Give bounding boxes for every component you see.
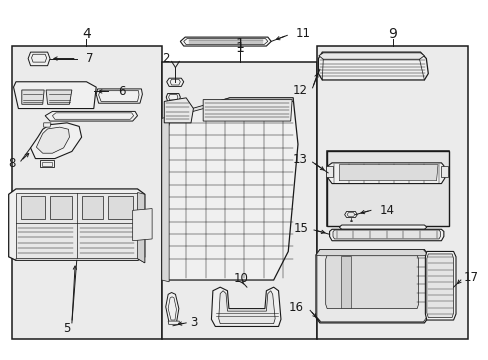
Polygon shape: [162, 116, 169, 282]
Polygon shape: [332, 230, 440, 239]
Text: 6: 6: [118, 85, 125, 98]
Polygon shape: [168, 321, 179, 324]
Polygon shape: [40, 160, 54, 167]
Text: 8: 8: [9, 157, 16, 170]
Text: 7: 7: [86, 52, 94, 65]
Polygon shape: [46, 90, 72, 104]
Text: 17: 17: [462, 271, 477, 284]
Polygon shape: [16, 193, 137, 258]
Polygon shape: [50, 196, 72, 219]
Polygon shape: [180, 37, 271, 46]
Text: 15: 15: [293, 222, 308, 235]
Polygon shape: [426, 254, 453, 318]
Polygon shape: [137, 193, 144, 263]
Text: 13: 13: [292, 153, 307, 166]
Polygon shape: [325, 166, 332, 177]
Polygon shape: [108, 196, 132, 219]
Polygon shape: [165, 293, 179, 323]
Polygon shape: [30, 123, 81, 158]
Polygon shape: [21, 196, 45, 219]
Polygon shape: [203, 100, 291, 121]
Polygon shape: [166, 98, 292, 118]
Polygon shape: [166, 78, 183, 86]
Text: 1: 1: [235, 37, 244, 50]
Polygon shape: [318, 52, 427, 80]
Text: 4: 4: [82, 27, 91, 41]
Polygon shape: [43, 123, 51, 127]
Polygon shape: [96, 89, 142, 103]
Text: 2: 2: [162, 52, 169, 65]
Polygon shape: [339, 225, 426, 229]
Polygon shape: [325, 255, 418, 309]
Bar: [326, 152, 448, 226]
Polygon shape: [16, 257, 144, 263]
Polygon shape: [22, 90, 44, 104]
Polygon shape: [329, 229, 443, 241]
Polygon shape: [315, 249, 427, 256]
Polygon shape: [45, 111, 137, 121]
Bar: [12, 46, 162, 339]
Polygon shape: [340, 256, 351, 307]
Polygon shape: [315, 249, 427, 323]
Polygon shape: [316, 251, 426, 322]
Polygon shape: [346, 212, 354, 216]
Polygon shape: [36, 127, 69, 153]
Polygon shape: [81, 196, 103, 219]
Polygon shape: [132, 208, 152, 241]
Bar: [162, 62, 317, 339]
Polygon shape: [344, 211, 357, 217]
Polygon shape: [211, 287, 281, 327]
Polygon shape: [14, 82, 96, 109]
Polygon shape: [28, 52, 50, 66]
Text: 11: 11: [295, 27, 310, 40]
Polygon shape: [327, 163, 444, 184]
Polygon shape: [162, 98, 297, 280]
Bar: [326, 152, 448, 226]
Polygon shape: [9, 189, 144, 260]
Polygon shape: [339, 165, 437, 181]
Polygon shape: [318, 53, 424, 59]
Text: 3: 3: [190, 316, 197, 329]
Polygon shape: [164, 98, 193, 123]
Polygon shape: [218, 291, 275, 324]
Text: 1: 1: [235, 41, 244, 55]
Text: 12: 12: [292, 84, 307, 97]
Polygon shape: [425, 251, 455, 320]
Bar: [317, 46, 467, 339]
Text: 10: 10: [233, 272, 247, 285]
Text: 16: 16: [288, 301, 303, 314]
Polygon shape: [441, 166, 447, 177]
Text: 9: 9: [387, 27, 396, 41]
Text: 5: 5: [63, 322, 71, 335]
Text: 14: 14: [379, 204, 394, 217]
Polygon shape: [166, 94, 180, 102]
